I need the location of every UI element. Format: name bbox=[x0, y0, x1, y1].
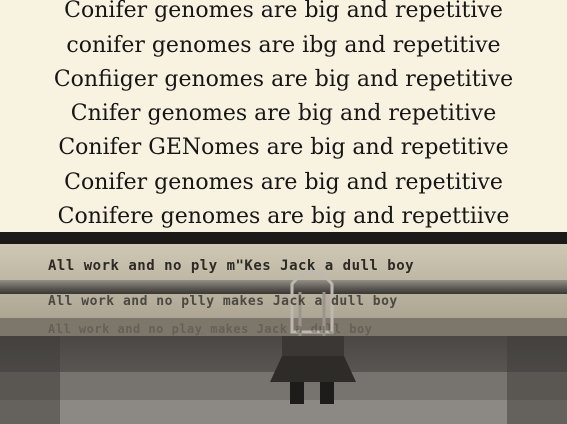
text-line-7: Conifere genomes are big and repettiive bbox=[57, 204, 510, 229]
text-panel: Conifer genomes are big and repetitive c… bbox=[53, 0, 514, 229]
text-line-5: Conifer GENomes are big and repetitive bbox=[58, 135, 509, 160]
text-line-3: Confiiger genomes are big and repetitive bbox=[53, 67, 514, 92]
text-line-6: Conifer genomes are big and repetitive bbox=[64, 170, 503, 195]
typed-line-2: All work and no plly makes Jack a dull b… bbox=[48, 294, 398, 309]
typewriter-illustration bbox=[0, 232, 567, 424]
typed-line-1: All work and no ply m"Kes Jack a dull bo… bbox=[48, 258, 415, 274]
typed-line-3: All work and no play makes Jack a dull b… bbox=[48, 322, 373, 336]
typewriter-photo: All work and no ply m"Kes Jack a dull bo… bbox=[0, 232, 567, 424]
text-line-1: Conifer genomes are big and repetitive bbox=[64, 0, 503, 23]
text-line-2: conifer genomes are ibg and repetitive bbox=[66, 33, 501, 58]
text-line-4: Cnifer genomes are big and repetitive bbox=[70, 101, 497, 126]
